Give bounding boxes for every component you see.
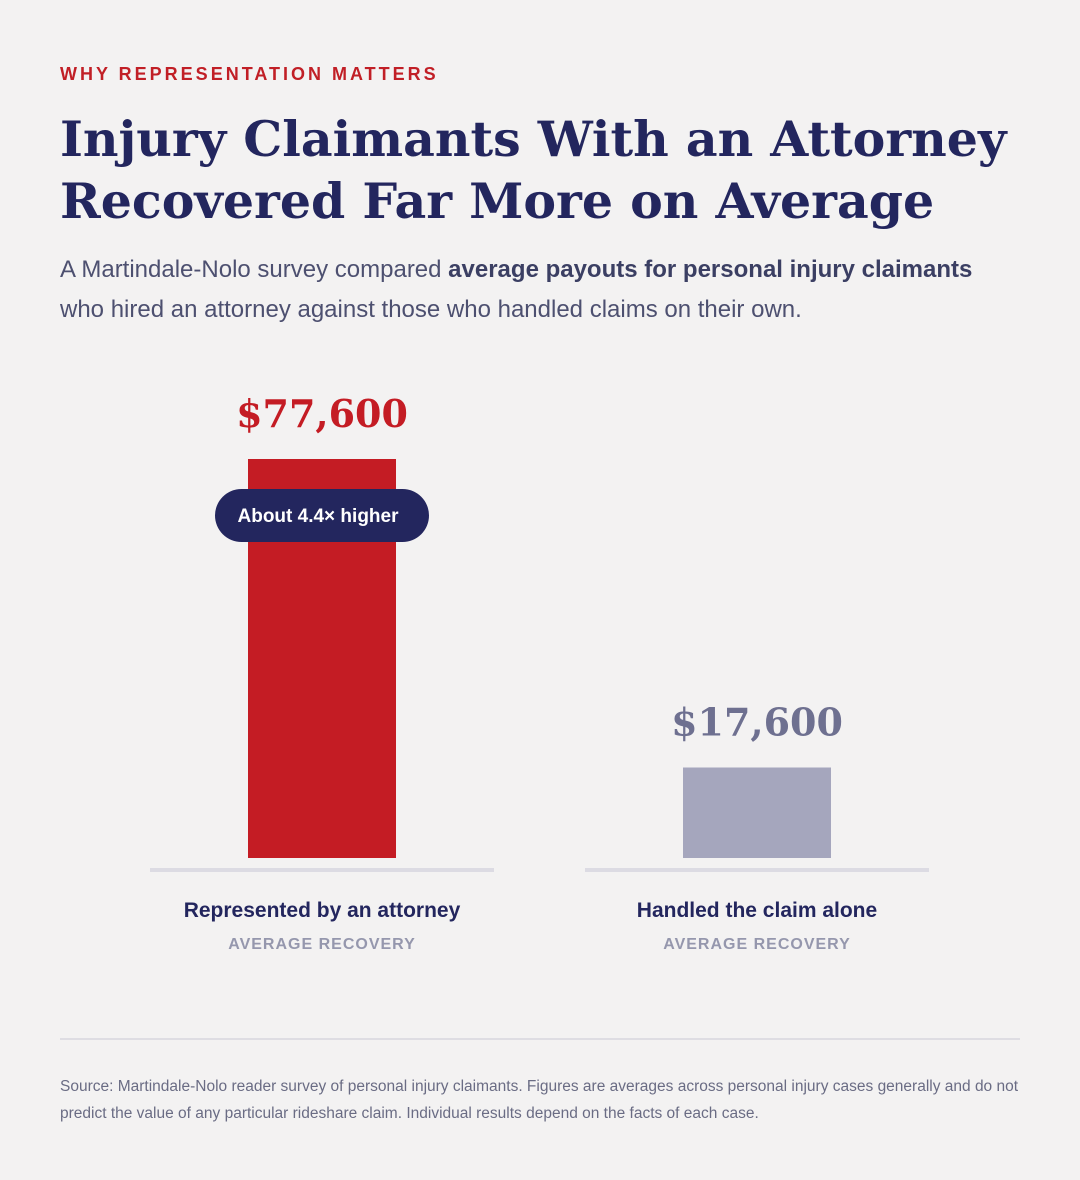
comparison-badge-text: About 4.4× higher [238,506,400,527]
eyebrow-label: WHY REPRESENTATION MATTERS [60,64,439,84]
subtitle-text-end: who hired an attorney against those who … [60,296,802,323]
category-label-0: Represented by an attorney [184,899,461,922]
source-note: Source: Martindale-Nolo reader survey of… [60,1078,1019,1122]
chart-title: Injury Claimants With an Attorney Recove… [60,110,1007,230]
footer-divider [60,1038,1020,1040]
chart-subtitle: A Martindale-Nolo survey compared averag… [60,250,1020,330]
subtitle-emphasis: average payouts for personal injury clai… [448,256,973,283]
bar-chart: $77,600 Represented by an attorney AVERAGE… [150,391,929,953]
category-sublabel-1: AVERAGE RECOVERY [663,936,851,953]
category-label-1: Handled the claim alone [637,899,877,922]
value-label-0: $77,600 [236,391,408,436]
value-label-1: $17,600 [671,700,843,745]
subtitle-text: A Martindale-Nolo survey compared [60,256,449,283]
category-sublabel-0: AVERAGE RECOVERY [228,936,416,953]
bar-1 [683,767,831,858]
comparison-badge [215,489,429,542]
